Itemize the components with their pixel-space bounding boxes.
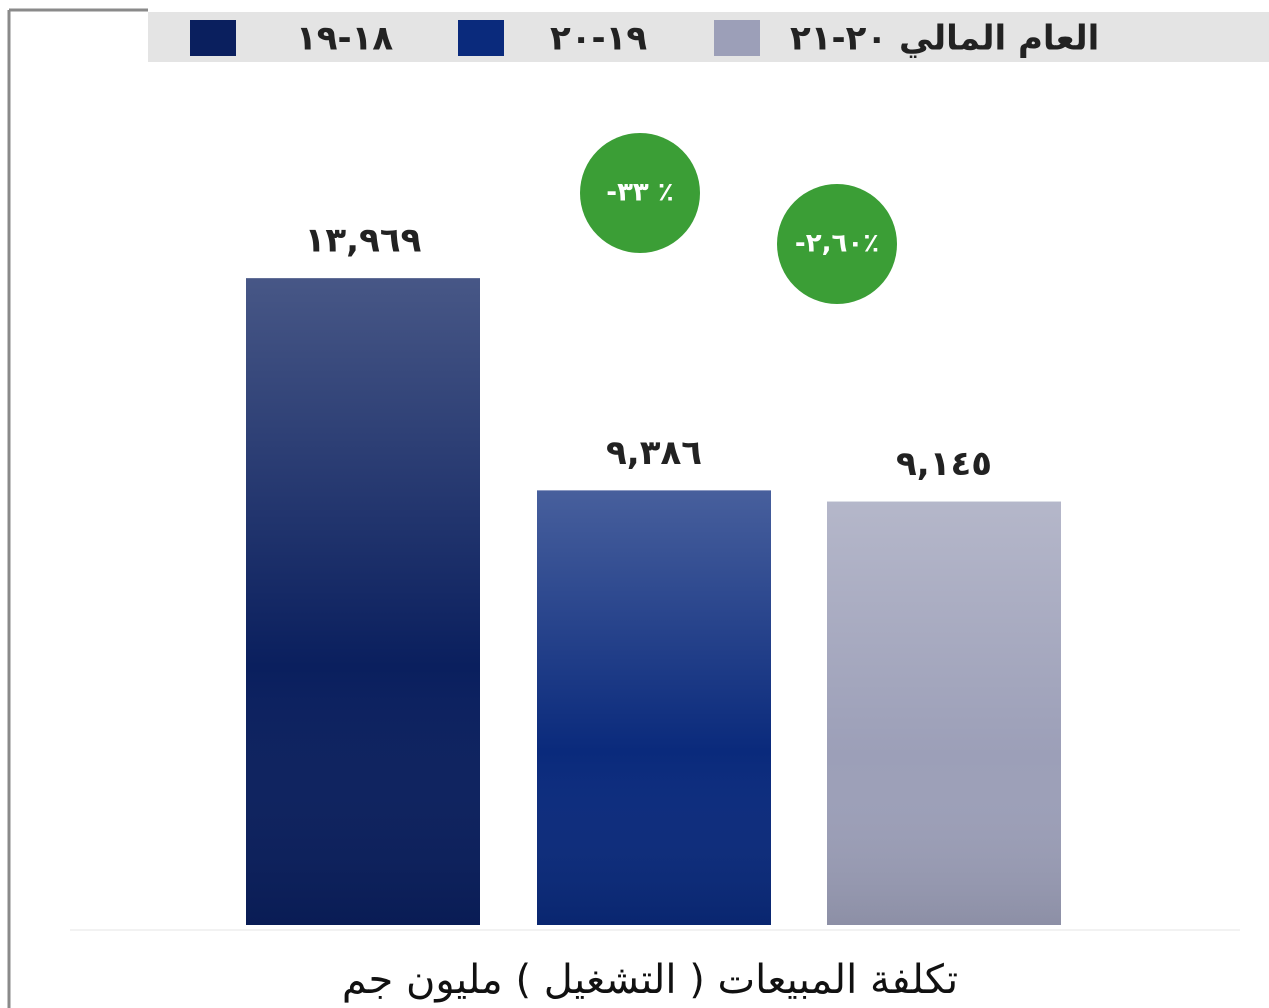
legend-label: ١٩-٢٠ (550, 19, 647, 59)
legend-background (148, 12, 1269, 62)
chart-title: تكلفة المبيعات ( التشغيل ) مليون جم (342, 957, 958, 1003)
legend-label: ١٨-١٩ (296, 19, 393, 59)
legend-swatch (714, 20, 760, 56)
data-label: ٩,١٤٥ (896, 444, 992, 484)
legend-swatch (458, 20, 504, 56)
data-label: ١٣,٩٦٩ (305, 221, 422, 261)
change-label: -٢,٦٠٪ (795, 229, 879, 259)
legend-swatch (190, 20, 236, 56)
bar-shade (827, 501, 1061, 925)
bar-shade (537, 490, 771, 925)
legend-label: العام المالي ٢٠-٢١ (790, 19, 1099, 59)
change-badge (777, 184, 897, 304)
bar-shade (246, 278, 480, 925)
change-badge (580, 133, 700, 253)
data-label: ٩,٣٨٦ (606, 433, 702, 473)
change-label: -٣٣ ٪ (606, 178, 673, 208)
